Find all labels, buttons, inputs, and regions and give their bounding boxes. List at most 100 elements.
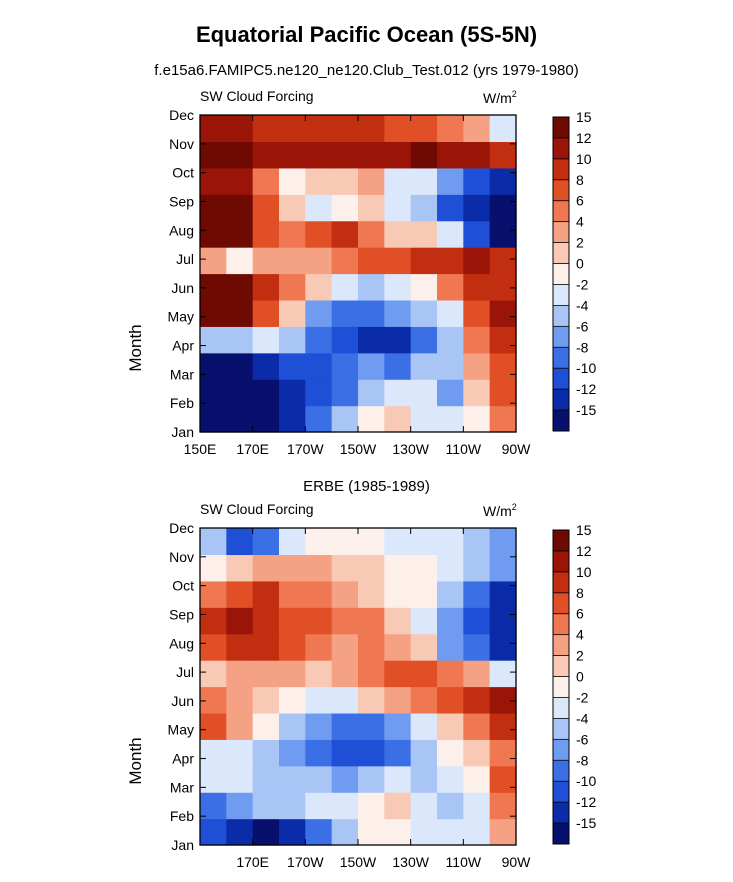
heatmap-cell-jul-195 — [305, 660, 333, 688]
heatmap-cell-dec-175 — [252, 528, 280, 556]
colorbar-label: -8 — [576, 752, 589, 768]
heatmap-cell-apr-255 — [463, 739, 491, 767]
y-tick-label-jul: Jul — [176, 664, 194, 680]
heatmap-cell-oct-195 — [305, 580, 333, 608]
panel-1-title: f.e15a6.FAMIPC5.ne120_ne120.Club_Test.01… — [154, 62, 579, 79]
heatmap-cell-nov-225 — [384, 141, 412, 169]
colorbar-label: -10 — [576, 773, 596, 789]
heatmap-cell-apr-185 — [279, 739, 306, 767]
x-tick-label-170w: 170W — [287, 854, 324, 870]
heatmap-cell-dec-245 — [437, 115, 464, 143]
heatmap-cell-jun-195 — [305, 273, 333, 301]
colorbar-label: 10 — [576, 564, 592, 580]
heatmap-cell-jun-165 — [226, 686, 254, 714]
colorbar-label: -10 — [576, 360, 596, 376]
heatmap-cell-nov-155 — [200, 141, 227, 169]
colorbar-box — [553, 326, 569, 348]
heatmap-cell-mar-185 — [279, 765, 306, 793]
heatmap-cell-sep-165 — [226, 607, 254, 635]
x-tick-label-110w: 110W — [446, 441, 482, 457]
heatmap-cell-dec-175 — [252, 115, 280, 143]
heatmap-cell-feb-255 — [463, 792, 491, 820]
heatmap-cell-sep-175 — [252, 607, 280, 635]
heatmap-cell-oct-255 — [463, 167, 491, 195]
heatmap-cell-nov-185 — [279, 141, 306, 169]
x-tick-label-90w: 90W — [502, 854, 532, 870]
panel-2-title: ERBE (1985-1989) — [303, 478, 430, 495]
heatmap-cell-oct-185 — [279, 580, 306, 608]
heatmap-cell-may-225 — [384, 712, 412, 740]
heatmap-cell-jan-165 — [226, 405, 254, 433]
heatmap-cell-apr-235 — [410, 326, 438, 354]
heatmap-cell-jan-255 — [463, 818, 491, 846]
colorbar-box — [553, 284, 569, 306]
heatmap-cell-sep-165 — [226, 194, 254, 222]
heatmap-cell-may-185 — [279, 299, 306, 327]
heatmap-cell-apr-235 — [410, 739, 438, 767]
heatmap-cell-mar-195 — [305, 765, 333, 793]
heatmap-cell-apr-195 — [305, 739, 333, 767]
heatmap-cell-jan-235 — [410, 405, 438, 433]
heatmap-cell-jul-225 — [384, 660, 412, 688]
heatmap-cells — [200, 115, 517, 433]
heatmap-cell-jun-185 — [279, 686, 306, 714]
y-tick-label-feb: Feb — [170, 808, 194, 824]
heatmap-cell-oct-175 — [252, 580, 280, 608]
heatmap-cell-dec-205 — [331, 528, 359, 556]
heatmap-cell-dec-155 — [200, 528, 227, 556]
colorbar-box — [553, 137, 569, 160]
heatmap-cell-may-165 — [226, 712, 254, 740]
heatmap-cell-dec-185 — [279, 115, 306, 143]
y-tick-label-apr: Apr — [172, 751, 194, 767]
heatmap-cell-aug-225 — [384, 633, 412, 661]
colorbar-box — [553, 305, 569, 327]
x-tick-label-170e: 170E — [236, 441, 269, 457]
heatmap-cell-oct-155 — [200, 580, 227, 608]
heatmap-cell-oct-205 — [331, 167, 359, 195]
heatmap-cell-sep-155 — [200, 194, 227, 222]
heatmap-cell-sep-205 — [331, 194, 359, 222]
heatmap-cell-dec-185 — [279, 528, 306, 556]
heatmap-cell-jul-205 — [331, 660, 359, 688]
heatmap-cell-aug-205 — [331, 633, 359, 661]
heatmap-cell-apr-165 — [226, 326, 254, 354]
heatmap-cell-jul-265 — [489, 660, 517, 688]
heatmap-cell-mar-185 — [279, 352, 306, 380]
heatmap-cell-apr-215 — [358, 739, 385, 767]
heatmap-cell-aug-235 — [410, 220, 438, 248]
heatmap-cell-apr-225 — [384, 739, 412, 767]
heatmap-panel-erbe: SW Cloud Forcing W/m2 Jan Feb Mar Apr May Jun… — [126, 501, 596, 870]
heatmap-cell-oct-205 — [331, 580, 359, 608]
heatmap-cell-jan-165 — [226, 818, 254, 846]
heatmap-cell-feb-215 — [358, 792, 385, 820]
heatmap-cell-oct-225 — [384, 580, 412, 608]
y-tick-label-jan: Jan — [171, 837, 194, 853]
heatmap-cell-dec-205 — [331, 115, 359, 143]
heatmap-cell-nov-245 — [437, 554, 464, 582]
colorbar-box — [553, 613, 569, 636]
colorbar-box — [553, 242, 569, 264]
heatmap-cell-sep-245 — [437, 607, 464, 635]
heatmap-cell-may-205 — [331, 712, 359, 740]
heatmap-cell-may-255 — [463, 299, 491, 327]
heatmap-cell-nov-245 — [437, 141, 464, 169]
heatmap-cell-aug-255 — [463, 633, 491, 661]
y-axis: Jan Feb Mar Apr May Jun Jul Aug Sep Oct Nov Dec — [168, 107, 516, 440]
y-tick-label-nov: Nov — [169, 136, 194, 152]
x-tick-label-130w: 130W — [392, 854, 429, 870]
heatmap-cell-dec-225 — [384, 528, 412, 556]
heatmap-cell-nov-165 — [226, 554, 254, 582]
colorbar-label: -15 — [576, 402, 596, 418]
heatmap-cell-jun-235 — [410, 686, 438, 714]
x-tick-label-150w: 150W — [340, 854, 377, 870]
heatmap-cell-jun-155 — [200, 686, 227, 714]
heatmap-cell-aug-175 — [252, 220, 280, 248]
heatmap-cell-feb-195 — [305, 379, 333, 407]
heatmap-cell-feb-175 — [252, 379, 280, 407]
heatmap-cell-sep-255 — [463, 607, 491, 635]
colorbar-box — [553, 410, 569, 432]
heatmap-cell-may-175 — [252, 712, 280, 740]
heatmap-cell-oct-165 — [226, 167, 254, 195]
y-tick-label-aug: Aug — [169, 222, 194, 238]
heatmap-cell-apr-265 — [489, 326, 517, 354]
